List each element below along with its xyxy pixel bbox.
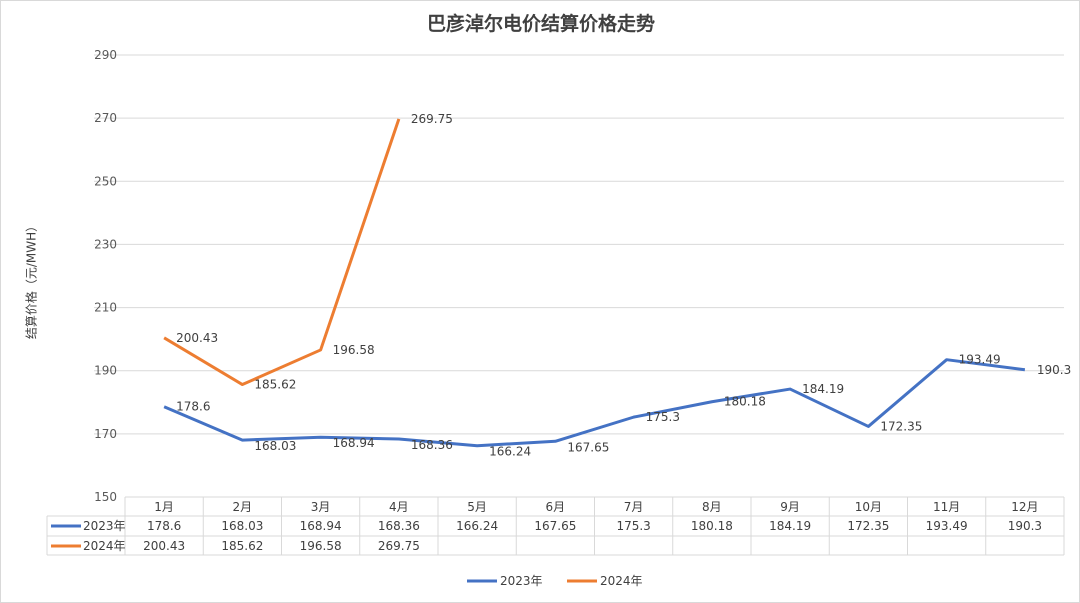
data-label: 166.24	[489, 445, 531, 459]
table-cell: 175.3	[616, 519, 650, 533]
y-tick-label: 170	[94, 427, 117, 441]
y-tick-label: 290	[94, 48, 117, 62]
x-tick-label: 4月	[389, 500, 409, 514]
y-tick-label: 150	[94, 490, 117, 504]
y-tick-label: 210	[94, 301, 117, 315]
data-label: 200.43	[176, 331, 218, 345]
chart-title: 巴彦淖尔电价结算价格走势	[426, 13, 655, 35]
series-line-2024年	[163, 118, 401, 387]
table-series-name: 2024年	[83, 539, 126, 553]
table-series-name: 2023年	[83, 519, 126, 533]
data-label: 178.6	[176, 400, 210, 414]
data-label: 175.3	[646, 410, 680, 424]
x-tick-label: 12月	[1011, 500, 1038, 514]
x-tick-label: 7月	[624, 500, 644, 514]
table-cell: 167.65	[534, 519, 576, 533]
table-cell: 184.19	[769, 519, 811, 533]
table-cell: 200.43	[143, 539, 185, 553]
table-cell: 196.58	[300, 539, 342, 553]
data-label: 167.65	[567, 440, 609, 454]
x-tick-label: 2月	[233, 500, 253, 514]
table-cell: 269.75	[378, 539, 420, 553]
table-cell: 185.62	[221, 539, 263, 553]
y-tick-label: 250	[94, 174, 117, 188]
table-cell: 168.94	[300, 519, 342, 533]
y-tick-label: 230	[94, 237, 117, 251]
x-tick-label: 1月	[154, 500, 174, 514]
data-label: 172.35	[880, 419, 922, 433]
table-cell: 166.24	[456, 519, 498, 533]
data-label: 269.75	[411, 112, 453, 126]
data-label: 185.62	[254, 378, 296, 392]
x-tick-label: 8月	[702, 500, 722, 514]
series-line-2023年	[163, 358, 1026, 448]
table-cell: 168.03	[221, 519, 263, 533]
x-tick-label: 9月	[780, 500, 800, 514]
data-label: 168.36	[411, 438, 453, 452]
data-label: 168.94	[333, 436, 375, 450]
table-cell: 168.36	[378, 519, 420, 533]
table-cell: 178.6	[147, 519, 181, 533]
legend-label: 2024年	[600, 574, 643, 588]
table-cell: 190.3	[1008, 519, 1042, 533]
x-tick-label: 10月	[855, 500, 882, 514]
y-tick-label: 190	[94, 364, 117, 378]
x-tick-label: 5月	[467, 500, 487, 514]
data-label: 190.3	[1037, 363, 1071, 377]
y-tick-label: 270	[94, 111, 117, 125]
data-label: 196.58	[333, 343, 375, 357]
table-cell: 180.18	[691, 519, 733, 533]
x-tick-label: 6月	[546, 500, 566, 514]
table-cell: 193.49	[926, 519, 968, 533]
data-label: 168.03	[254, 439, 296, 453]
table-cell: 172.35	[847, 519, 889, 533]
x-tick-label: 11月	[933, 500, 960, 514]
x-tick-label: 3月	[311, 500, 331, 514]
legend-label: 2023年	[500, 574, 543, 588]
data-label: 184.19	[802, 382, 844, 396]
data-label: 180.18	[724, 395, 766, 409]
data-label: 193.49	[959, 353, 1001, 367]
